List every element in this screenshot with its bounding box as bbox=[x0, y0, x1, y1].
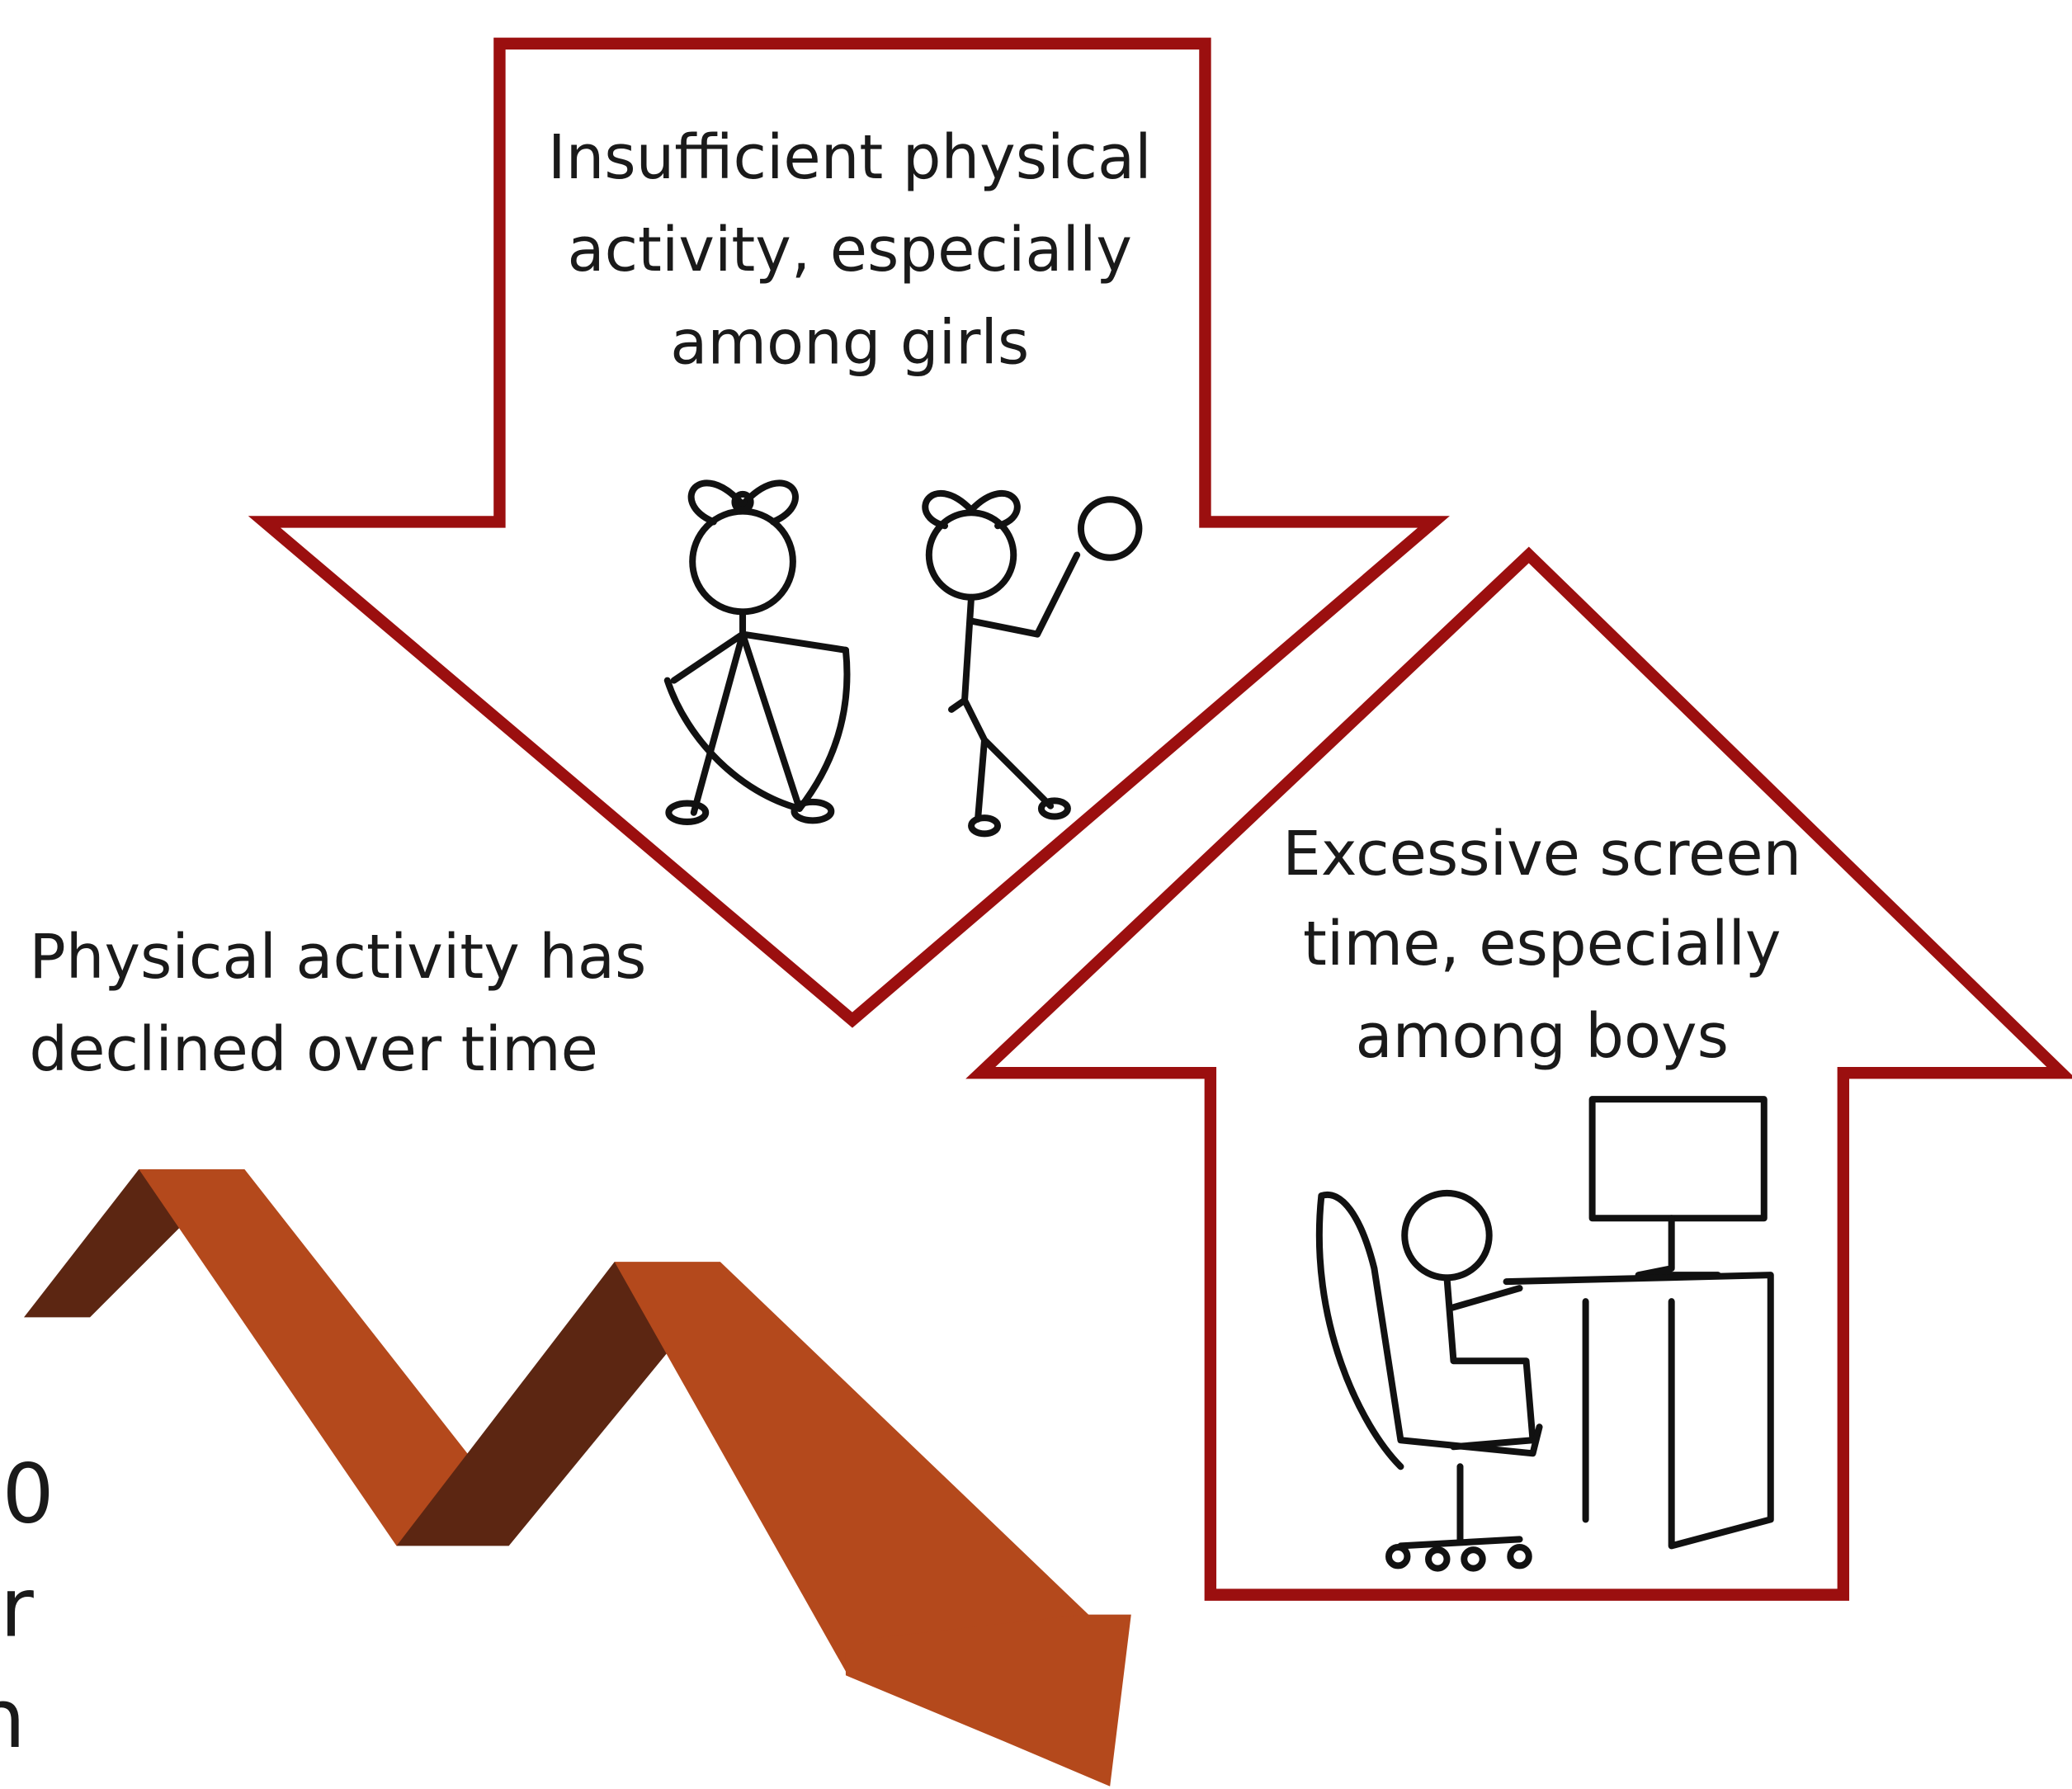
down-arrow-label: Insufficient physical bbox=[548, 123, 1152, 193]
trend-label: declined over time bbox=[29, 1015, 598, 1085]
cropped-text: n bbox=[0, 1672, 26, 1767]
up-arrow-label: time, especially bbox=[1303, 909, 1781, 979]
trend-arrow bbox=[24, 1169, 1131, 1787]
down-arrow-label: activity, especially bbox=[567, 215, 1132, 286]
cropped-text: l bbox=[0, 0, 4, 57]
page: {"down_arrow": {"lines": ["Insufficient … bbox=[0, 0, 2072, 1789]
diagram: Insufficient physical activity, especial… bbox=[0, 0, 2072, 1789]
cropped-text: or bbox=[0, 1560, 34, 1655]
cropped-text: 00 bbox=[0, 1447, 54, 1542]
down-arrow-label: among girls bbox=[670, 308, 1029, 378]
up-arrow-label: Excessive screen bbox=[1282, 819, 1801, 890]
trend-label: Physical activity has bbox=[29, 923, 646, 993]
up-arrow-label: among boys bbox=[1356, 1002, 1730, 1072]
